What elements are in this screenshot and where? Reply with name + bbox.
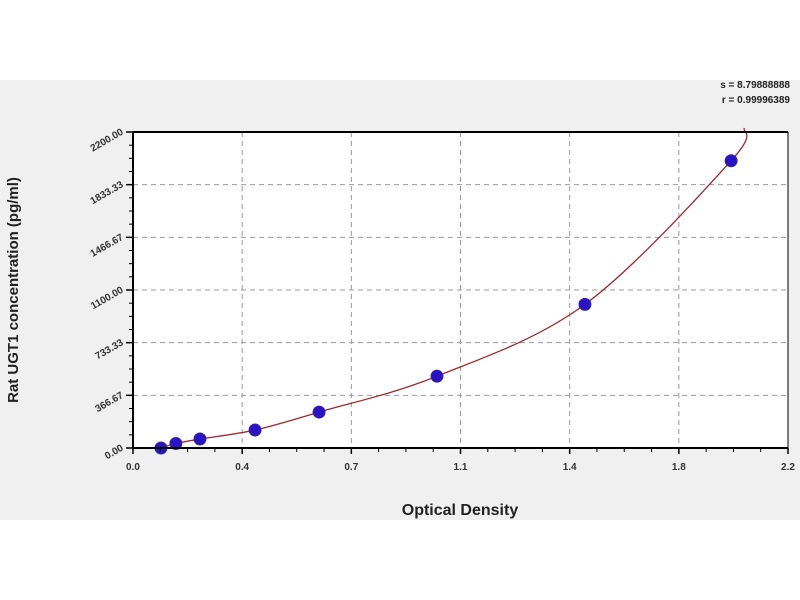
- stat-r: r = 0.99996389: [721, 95, 790, 106]
- y-tick-label: 1100.00: [89, 285, 126, 313]
- y-tick-label: 0.00: [103, 443, 126, 462]
- x-tick-label: 0.4: [235, 462, 249, 473]
- y-tick-label: 366.67: [94, 390, 126, 415]
- y-tick-label: 2200.00: [89, 127, 126, 155]
- y-tick-label: 733.33: [94, 337, 126, 362]
- data-point: [724, 154, 738, 168]
- data-point: [248, 423, 262, 437]
- x-tick-label: 0.0: [126, 462, 140, 473]
- x-tick-label: 1.8: [672, 462, 686, 473]
- x-tick-label: 1.1: [454, 462, 468, 473]
- y-axis-label: Rat UGT1 concentration (pg/ml): [5, 177, 22, 403]
- data-point: [169, 437, 183, 451]
- stat-s: s = 8.79888888: [720, 80, 790, 91]
- data-point: [312, 405, 326, 419]
- x-tick-label: 2.2: [781, 462, 795, 473]
- data-point: [430, 369, 444, 383]
- y-tick-label: 1833.33: [89, 179, 126, 207]
- x-tick-label: 0.7: [344, 462, 358, 473]
- data-point: [193, 432, 207, 446]
- y-tick-label: 1466.67: [89, 232, 126, 260]
- x-tick-label: 1.4: [563, 462, 577, 473]
- x-axis-label: Optical Density: [402, 502, 519, 519]
- data-point: [578, 297, 592, 311]
